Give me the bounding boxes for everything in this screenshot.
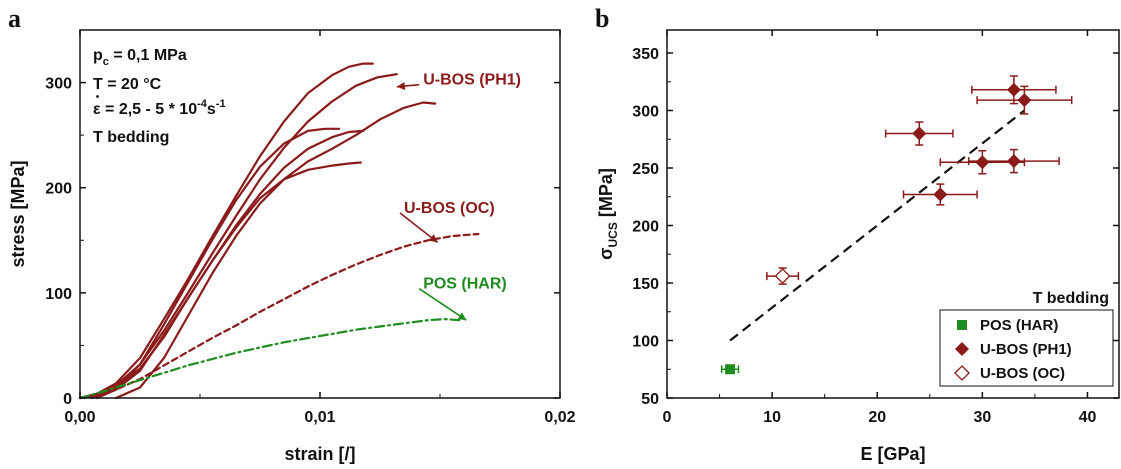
annotation-arrowhead — [428, 234, 438, 243]
data-point-pos-har — [725, 364, 736, 375]
x-tick-label: 40 — [1079, 409, 1097, 426]
series-line-u-bos-ph1 — [90, 161, 362, 400]
panel-a-conditions-note: pc = 0,1 MPa T = 20 °C ε = 2,5 - 5 * 10-… — [93, 47, 226, 146]
series-line-pos-har — [78, 318, 461, 400]
strain-rate-dot-accent — [96, 95, 99, 98]
data-point-u-bos-ph1 — [975, 155, 990, 170]
trend-fit-line — [729, 109, 1026, 342]
y-tick-label: 300 — [45, 76, 72, 93]
x-tick-label: 30 — [973, 409, 991, 426]
annotation-label: POS (HAR) — [423, 276, 507, 293]
panel-a-y-axis-label: stress [MPa] — [8, 160, 28, 267]
y-tick-label: 200 — [45, 181, 72, 198]
condition-confining-pressure: pc = 0,1 MPa — [93, 47, 187, 68]
x-tick-label: 10 — [763, 409, 781, 426]
y-tick-label: 300 — [632, 104, 659, 121]
data-point-u-bos-ph1 — [1006, 82, 1021, 97]
panel-a-letter: a — [8, 4, 21, 33]
panel-b-x-axis-label: E [GPa] — [860, 444, 925, 464]
series-line-u-bos-oc — [78, 232, 480, 400]
data-point-u-bos-ph1 — [1017, 93, 1032, 108]
y-tick-label: 100 — [632, 334, 659, 351]
annotation-arrowhead — [396, 82, 406, 91]
legend-label-pos-har: POS (HAR) — [980, 317, 1058, 334]
series-line-u-bos-ph1 — [78, 73, 398, 400]
y-tick-label: 350 — [632, 46, 659, 63]
x-tick-label: 0,01 — [304, 409, 335, 426]
series-line-u-bos-ph1 — [95, 127, 341, 400]
y-tick-label: 200 — [632, 219, 659, 236]
data-point-u-bos-ph1 — [1006, 154, 1021, 169]
y-tick-label: 150 — [632, 276, 659, 293]
y-tick-label: 250 — [632, 161, 659, 178]
panel-a-stress-strain-chart: a 0,00 0,01 0,02 0 100 200 300 strain [/] stre… — [8, 4, 576, 464]
condition-strain-rate: ε = 2,5 - 5 * 10-4s-1 — [93, 98, 226, 118]
legend-label-u-bos-ph1: U-BOS (PH1) — [980, 341, 1072, 358]
annotation-arrow — [418, 287, 467, 321]
panel-b-y-axis-label: σUCS [MPa] — [596, 168, 620, 260]
panel-b-axes-frame — [666, 29, 1120, 399]
annotation-arrowhead — [457, 312, 467, 321]
series-line-u-bos-ph1 — [78, 62, 374, 400]
y-tick-label: 100 — [45, 286, 72, 303]
legend-label-u-bos-oc: U-BOS (OC) — [980, 365, 1065, 382]
y-tick-label: 50 — [641, 391, 659, 408]
condition-temperature: T = 20 °C — [93, 76, 162, 93]
series-line-u-bos-ph1 — [114, 101, 437, 400]
legend-marker-u-bos-ph1 — [955, 342, 969, 356]
x-tick-label: 0,02 — [544, 409, 575, 426]
x-tick-label: 0 — [663, 409, 672, 426]
condition-bedding: T bedding — [93, 129, 169, 146]
panel-b-legend: POS (HAR) U-BOS (PH1) U-BOS (OC) — [939, 309, 1114, 387]
data-point-u-bos-oc — [774, 268, 791, 285]
panel-a-x-axis-label: strain [/] — [284, 444, 355, 464]
legend-marker-u-bos-oc — [954, 365, 970, 381]
panel-b-bedding-note: T bedding — [1033, 290, 1109, 307]
annotation-label: U-BOS (PH1) — [423, 72, 521, 89]
legend-marker-pos-har — [957, 320, 967, 330]
series-line-u-bos-ph1 — [78, 129, 365, 400]
panel-b-letter: b — [595, 4, 609, 33]
data-point-u-bos-ph1 — [912, 126, 927, 141]
x-tick-label: 20 — [868, 409, 886, 426]
annotation-label: U-BOS (OC) — [404, 200, 495, 217]
y-tick-label: 0 — [63, 391, 72, 408]
data-point-u-bos-ph1 — [933, 187, 948, 202]
x-tick-label: 0,00 — [64, 409, 95, 426]
